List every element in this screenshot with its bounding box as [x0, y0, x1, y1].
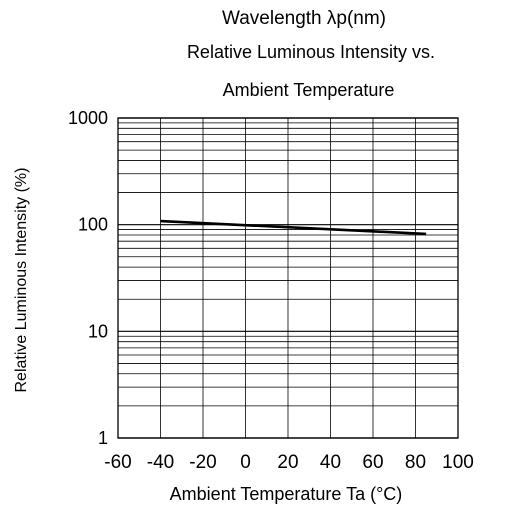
chart-title-line-1: Relative Luminous Intensity vs.	[186, 42, 436, 62]
y-tick-label: 1	[98, 428, 108, 448]
x-axis-label: Ambient Temperature Ta (°C)	[169, 484, 403, 504]
x-tick-label: 40	[320, 452, 341, 473]
series-group	[160, 219, 427, 236]
series-line	[160, 219, 427, 236]
x-tick-label: 20	[277, 452, 298, 473]
y-tick-label: 100	[78, 215, 108, 235]
y-tick-label: 1000	[68, 108, 108, 128]
chart-title-line-2: Ambient Temperature	[222, 80, 395, 100]
x-tick-label: -60	[104, 452, 131, 473]
x-tick-label: 60	[362, 452, 383, 473]
y-tick-label: 10	[88, 321, 108, 341]
plot-frame	[117, 117, 459, 439]
x-tick-label: 100	[442, 452, 474, 473]
x-tick-label: -20	[189, 452, 216, 473]
x-tick-labels: -60 -40 -20 0 20 40 60 80 100	[104, 452, 474, 473]
chart-heading: Wavelength λp(nm)	[221, 8, 387, 29]
x-tick-label: 0	[240, 452, 251, 473]
y-tick-labels: 1 10 100 1000	[68, 108, 108, 448]
grid	[117, 117, 459, 439]
x-tick-label: -40	[147, 452, 174, 473]
x-tick-label: 80	[405, 452, 426, 473]
